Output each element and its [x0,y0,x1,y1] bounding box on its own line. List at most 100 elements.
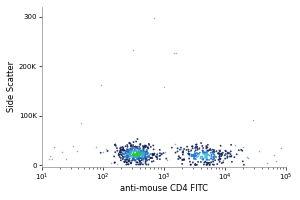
Point [198,160,203,164]
Point [192,152,197,156]
Point [142,157,147,160]
Point [143,161,148,165]
Point [127,141,132,145]
Point [117,155,122,159]
Point [139,149,143,152]
Point [138,163,143,166]
Point [143,158,148,161]
Point [265,161,270,164]
Point [117,153,122,156]
Point [136,151,141,154]
Point [143,155,148,158]
Point [146,155,151,158]
Point [138,154,143,157]
Point [136,153,141,156]
Point [204,161,209,164]
Point [131,150,136,153]
Point [206,143,210,146]
Point [201,151,206,154]
Point [135,156,140,160]
Point [211,156,216,159]
Point [152,151,157,155]
Point [139,157,144,160]
Point [118,149,123,152]
Point [127,150,131,153]
Point [150,156,154,160]
Point [196,153,200,156]
Point [118,146,123,149]
Point [125,143,130,147]
Point [186,152,191,155]
Point [157,154,162,158]
Point [123,145,128,148]
Point [155,152,160,155]
Point [128,150,133,154]
Point [189,155,194,158]
Point [193,153,198,156]
Point [145,153,149,156]
Point [224,150,228,153]
Point [201,158,206,161]
Point [239,148,244,151]
Point [128,142,132,145]
Point [129,148,134,152]
Point [200,150,205,154]
Point [142,147,146,150]
Point [141,158,146,161]
Point [145,155,149,159]
Point [115,163,120,166]
Point [148,152,153,156]
Point [171,52,176,55]
Point [120,148,125,151]
Point [184,148,189,151]
Point [128,144,133,148]
Point [131,156,136,159]
Point [180,158,184,162]
Point [191,157,196,160]
Point [202,151,206,154]
Point [124,163,129,166]
Point [134,149,139,153]
Point [222,154,227,157]
Point [218,149,222,152]
Point [137,153,142,156]
Point [229,154,234,158]
Point [144,149,149,153]
Point [214,150,219,153]
Point [140,163,145,166]
Point [219,162,224,165]
Point [138,152,142,155]
Point [195,148,200,151]
Point [126,155,131,158]
Point [205,146,210,149]
Point [203,155,208,158]
Point [192,156,197,159]
Point [164,159,169,162]
Point [201,152,206,155]
Point [136,155,141,159]
Point [129,145,134,148]
Point [190,153,194,156]
Point [131,147,136,150]
Point [145,159,149,162]
Point [134,140,139,143]
Point [126,155,131,158]
Point [178,148,183,151]
Point [193,155,198,158]
Point [164,157,169,160]
Point [204,157,208,160]
Point [140,151,144,154]
Point [135,152,140,155]
Point [140,159,145,163]
Point [207,158,212,161]
Point [143,144,148,147]
Point [137,156,142,159]
Point [141,146,146,149]
Point [121,149,126,152]
Point [163,150,167,153]
Point [105,150,110,153]
Point [146,151,150,154]
Point [120,158,125,161]
Point [218,152,223,156]
Point [135,157,140,160]
